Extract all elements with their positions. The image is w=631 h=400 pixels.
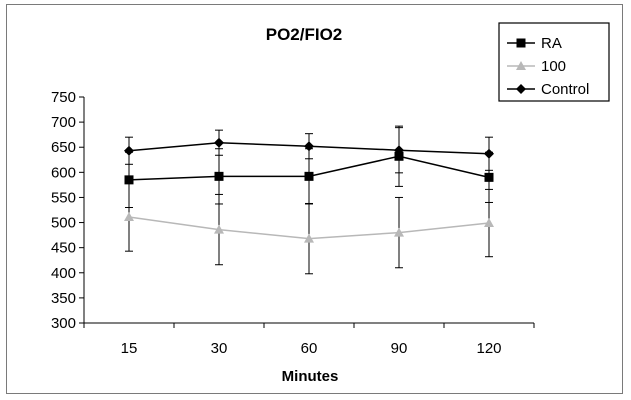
legend: RA 100 Control xyxy=(498,22,610,102)
data-point xyxy=(124,145,134,156)
y-tick-label: 600 xyxy=(51,164,76,181)
y-tick-label: 500 xyxy=(51,215,76,232)
legend-label: 100 xyxy=(541,58,566,75)
data-point xyxy=(124,175,134,185)
data-point xyxy=(304,171,314,181)
legend-marker xyxy=(516,84,526,94)
line-chart: PO2/FIO2 300350400450500550600650700750 … xyxy=(51,22,610,385)
data-point xyxy=(304,233,314,243)
data-point xyxy=(214,171,224,181)
y-tick-label: 700 xyxy=(51,114,76,131)
y-tick-label: 550 xyxy=(51,189,76,206)
data-point xyxy=(214,137,224,148)
y-axis: 300 350 400 450 500 550 600 650 700 750 xyxy=(51,89,85,332)
legend-label: Control xyxy=(541,81,589,98)
chart-frame: PO2/FIO2 300 350 400 450 500 550 600 650 700 750 … xyxy=(6,4,623,394)
data-point xyxy=(484,218,494,228)
x-axis: 15 30 60 90 120 xyxy=(83,322,535,357)
y-tick-label: 450 xyxy=(51,240,76,257)
x-tick-label: 90 xyxy=(391,340,408,357)
series-layer xyxy=(124,125,494,275)
legend-label: RA xyxy=(541,35,562,52)
chart-title: PO2/FIO2 xyxy=(266,25,343,44)
data-point xyxy=(214,224,224,234)
data-point xyxy=(304,141,314,152)
y-tick-label: 300 xyxy=(51,315,76,332)
x-tick-label: 30 xyxy=(211,340,228,357)
y-tick-label: 400 xyxy=(51,265,76,282)
y-tick-label: 350 xyxy=(51,290,76,307)
x-tick-label: 120 xyxy=(476,340,501,357)
legend-marker xyxy=(516,61,526,70)
series-100 xyxy=(124,182,494,275)
data-point xyxy=(484,148,494,159)
x-tick-label: 15 xyxy=(121,340,138,357)
y-tick-label: 650 xyxy=(51,139,76,156)
x-axis-title: Minutes xyxy=(282,368,339,385)
data-point xyxy=(124,212,134,222)
data-point xyxy=(394,145,404,156)
data-point xyxy=(394,227,404,237)
series-control xyxy=(124,127,494,174)
legend-marker xyxy=(516,38,526,48)
y-tick-label: 750 xyxy=(51,89,76,106)
data-point xyxy=(484,172,494,182)
x-tick-label: 60 xyxy=(301,340,318,357)
